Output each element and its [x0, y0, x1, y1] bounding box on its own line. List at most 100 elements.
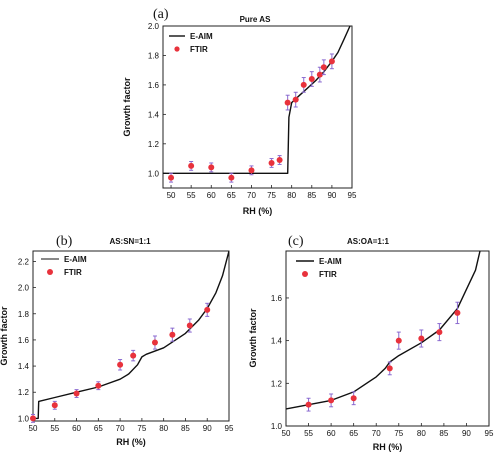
x-tick-label: 55 [304, 429, 313, 438]
y-tick-label: 2.2 [18, 257, 30, 266]
data-point-marker [350, 395, 357, 402]
legend-marker-swatch [174, 46, 180, 52]
measured-point [188, 160, 195, 171]
y-tick-label: 1.0 [148, 169, 160, 178]
legend-label-measured: FTIR [319, 270, 337, 279]
measured-point [130, 349, 137, 362]
legend-marker-swatch [302, 271, 308, 277]
data-point-marker [204, 306, 211, 313]
measured-point [208, 162, 215, 173]
model-curve [286, 251, 481, 410]
measured-point [95, 381, 102, 391]
measured-point [284, 94, 291, 111]
measured-point [151, 335, 158, 350]
y-tick-label: 1.4 [271, 337, 283, 346]
measured-point [248, 165, 255, 176]
chart-title: AS:SN=1:1 [109, 237, 151, 246]
measured-point [73, 389, 80, 398]
legend: E-AIM FTIR [41, 255, 87, 277]
measured-point [168, 172, 175, 183]
measured-point [228, 172, 235, 183]
measured-point [436, 323, 443, 342]
data-point-marker [208, 164, 215, 171]
measured-point [395, 331, 402, 350]
x-tick-label: 75 [267, 191, 276, 200]
measured-point [350, 391, 357, 406]
x-tick-label: 70 [116, 424, 125, 433]
data-point-marker [292, 96, 299, 103]
y-tick-label: 1.2 [271, 379, 283, 388]
y-tick-label: 1.4 [148, 110, 160, 119]
data-point-marker [248, 167, 255, 174]
measured-point [328, 393, 335, 408]
legend-label-model: E-AIM [319, 257, 342, 266]
data-point-marker [454, 309, 461, 316]
x-tick-label: 85 [181, 424, 190, 433]
data-point-marker [188, 162, 195, 169]
x-tick-label: 80 [159, 424, 168, 433]
measured-point [454, 301, 461, 325]
data-point-marker [328, 58, 335, 65]
legend: E-AIM FTIR [169, 32, 213, 54]
measured-point [204, 302, 211, 317]
x-tick-label: 55 [187, 191, 196, 200]
data-point-marker [328, 397, 335, 404]
plot-frame [285, 250, 490, 427]
model-curve [33, 251, 229, 420]
measured-point [300, 77, 307, 93]
x-axis-label: RH (%) [243, 206, 273, 216]
x-tick-label: 95 [485, 429, 494, 438]
x-tick-label: 65 [349, 429, 358, 438]
x-axis-label: RH (%) [116, 437, 146, 447]
x-tick-label: 85 [307, 191, 316, 200]
x-tick-label: 75 [137, 424, 146, 433]
panel-b: (b) AS:SN=1:1 50 55 60 65 70 75 80 85 90 95 1.0 1.2… [0, 234, 234, 447]
y-tick-label: 1.0 [271, 422, 283, 431]
measured-point [305, 397, 312, 412]
data-point-marker [95, 382, 102, 389]
panel-label: (b) [56, 234, 73, 249]
x-tick-label: 70 [247, 191, 256, 200]
data-point-marker [386, 365, 393, 372]
y-tick-label: 2.0 [148, 22, 160, 31]
y-tick-label: 1.6 [18, 336, 30, 345]
x-tick-label: 60 [327, 429, 336, 438]
chart-title: Pure AS [240, 15, 271, 24]
panel-a: (a) Pure AS 50 55 60 65 70 75 80 85 90 95 1.0 1.2 1.… [122, 7, 357, 216]
data-point-marker [305, 401, 312, 408]
x-axis-label: RH (%) [373, 442, 403, 452]
x-tick-label: 70 [372, 429, 381, 438]
y-tick-label: 2.0 [18, 284, 30, 293]
chart-title: AS:OA=1:1 [347, 237, 390, 246]
measured-point [308, 71, 315, 87]
x-tick-label: 90 [203, 424, 212, 433]
y-tick-label: 1.8 [18, 310, 30, 319]
data-point-marker [117, 361, 124, 368]
data-point-marker [228, 174, 235, 181]
data-point-marker [276, 157, 283, 164]
y-tick-label: 1.6 [148, 81, 160, 90]
measured-point [51, 400, 58, 410]
data-point-marker [30, 415, 36, 422]
legend-label-model: E-AIM [64, 255, 87, 264]
plot-frame [162, 25, 353, 189]
x-tick-label: 50 [29, 424, 38, 433]
y-axis-label: Growth factor [122, 77, 132, 136]
measured-point [328, 53, 335, 70]
data-point-marker [151, 339, 158, 346]
plot-frame [32, 250, 230, 422]
data-point-marker [73, 390, 80, 397]
y-tick-label: 1.4 [18, 362, 30, 371]
data-point-marker [169, 331, 176, 338]
measured-point [418, 329, 425, 348]
x-tick-label: 95 [348, 191, 357, 200]
x-tick-label: 50 [167, 191, 176, 200]
y-tick-label: 1.8 [148, 51, 160, 60]
x-tick-label: 60 [72, 424, 81, 433]
data-point-marker [308, 76, 315, 83]
data-point-marker [284, 99, 291, 106]
measured-point [186, 318, 193, 333]
data-point-marker [320, 64, 327, 71]
legend-label-measured: FTIR [64, 268, 82, 277]
